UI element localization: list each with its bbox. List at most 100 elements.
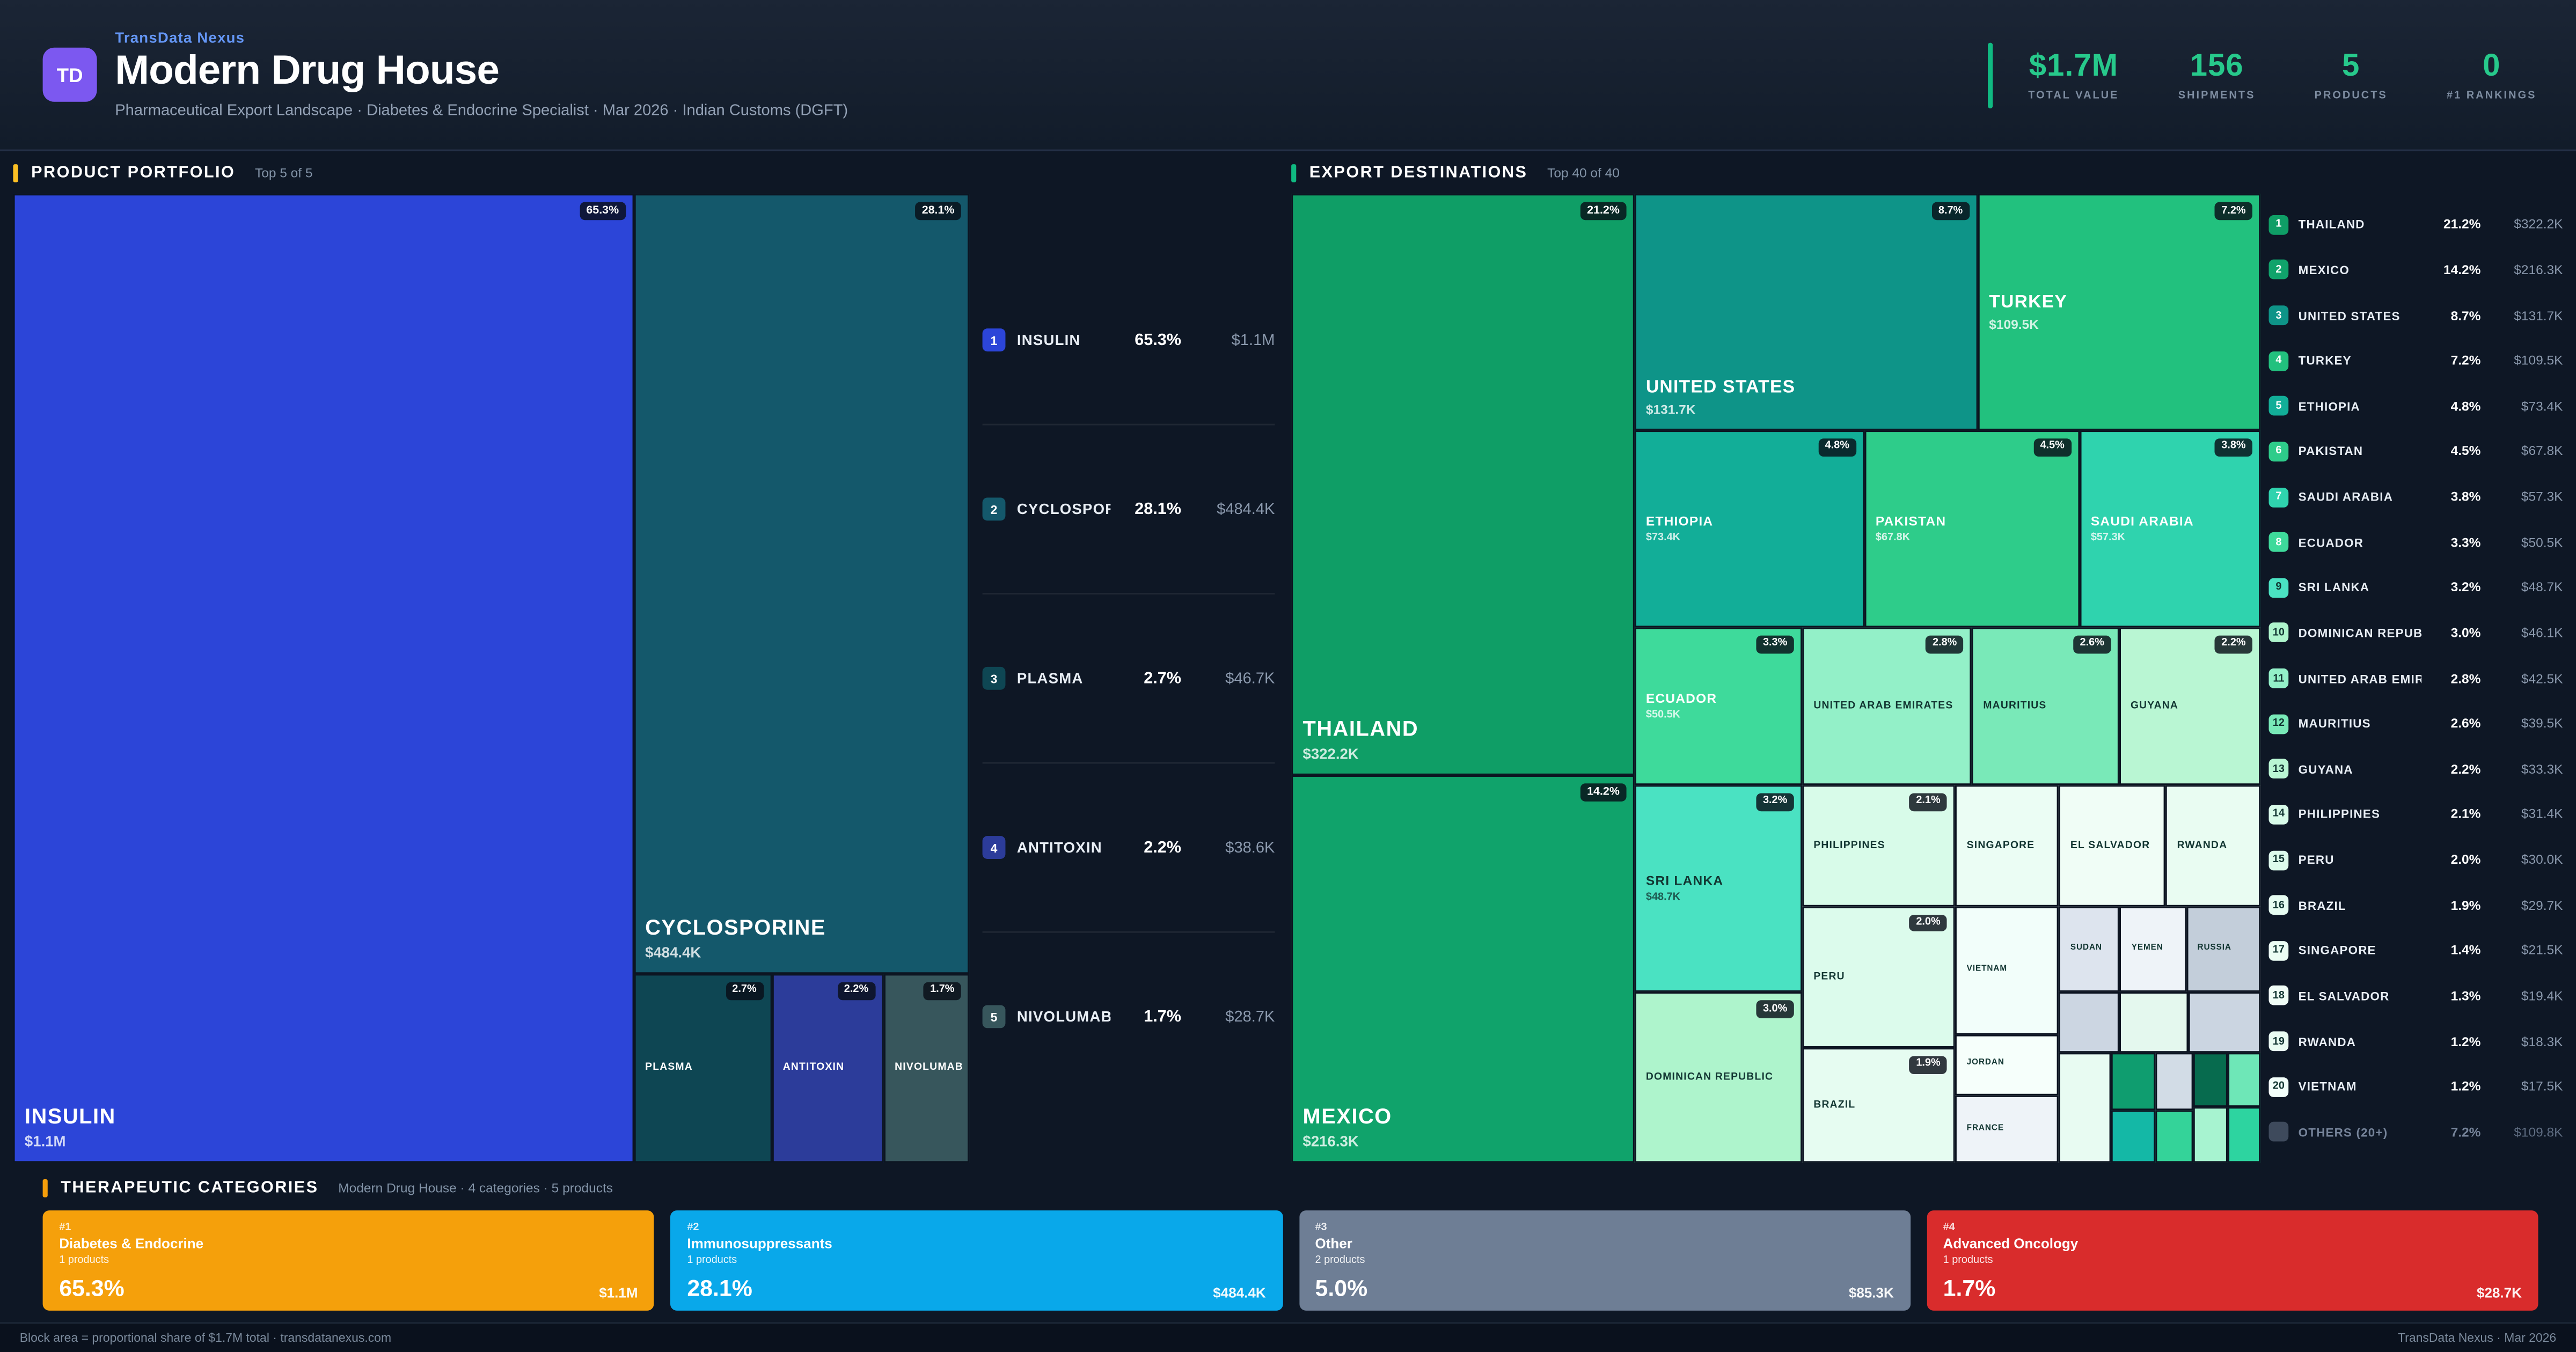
destination-treemap-block[interactable]: EL SALVADOR xyxy=(2059,784,2166,906)
destination-legend-row[interactable]: 13 GUYANA 2.2% $33.3K xyxy=(2268,746,2563,792)
destination-treemap-block[interactable]: 1.9% BRAZIL xyxy=(1802,1047,1956,1163)
destination-legend-row[interactable]: 10 DOMINICAN REPUBLIC 3.0% $46.1K xyxy=(2268,611,2563,656)
destination-treemap-block[interactable]: SUDAN xyxy=(2059,906,2120,991)
destination-treemap-block[interactable]: 3.2% SRI LANKA $48.7K xyxy=(1634,784,1802,993)
product-treemap-block[interactable]: 2.7% PLASMA xyxy=(633,974,772,1163)
destination-treemap-block[interactable]: 3.0% DOMINICAN REPUBLIC xyxy=(1634,992,1802,1163)
block-value: $216.3K xyxy=(1302,1133,1359,1150)
legend-pct: 3.0% xyxy=(2450,626,2481,641)
product-treemap-block[interactable]: 2.2% ANTITOXIN xyxy=(771,974,883,1163)
destination-treemap-block[interactable]: 7.2% TURKEY $109.5K xyxy=(1977,194,2261,430)
destination-treemap-block[interactable]: 8.7% UNITED STATES $131.7K xyxy=(1634,194,1978,430)
destination-treemap-block[interactable] xyxy=(2192,1052,2228,1107)
destination-treemap-block[interactable] xyxy=(2187,992,2261,1053)
product-treemap-block[interactable]: 65.3% INSULIN $1.1M xyxy=(13,194,634,1163)
product-legend-row[interactable]: 2 CYCLOSPORINE 28.1% $484.4K xyxy=(982,423,1275,593)
destination-treemap-block[interactable]: YEMEN xyxy=(2120,906,2186,991)
destination-legend-row[interactable]: 12 MAURITIUS 2.6% $39.5K xyxy=(2268,701,2563,747)
product-legend-row[interactable]: 1 INSULIN 65.3% $1.1M xyxy=(982,256,1275,424)
destination-treemap-block[interactable]: SINGAPORE xyxy=(1955,784,2059,906)
destination-legend-row[interactable]: 1 THAILAND 21.2% $322.2K xyxy=(2268,202,2563,248)
destination-treemap-block[interactable]: 2.0% PERU xyxy=(1802,906,1956,1048)
destination-treemap-block[interactable]: VIETNAM xyxy=(1955,906,2059,1034)
block-pct-badge: 2.0% xyxy=(1909,914,1947,932)
destination-legend-row[interactable]: 3 UNITED STATES 8.7% $131.7K xyxy=(2268,293,2563,339)
destination-legend-row[interactable]: 19 RWANDA 1.2% $18.3K xyxy=(2268,1019,2563,1064)
product-legend-row[interactable]: 3 PLASMA 2.7% $46.7K xyxy=(982,593,1275,762)
block-name: JORDAN xyxy=(1966,1058,2004,1069)
product-treemap-block[interactable]: 28.1% CYCLOSPORINE $484.4K xyxy=(633,194,970,974)
category-card[interactable]: #4 Advanced Oncology 1 products 1.7% $28… xyxy=(1927,1210,2538,1311)
destination-legend-row[interactable]: 6 PAKISTAN 4.5% $67.8K xyxy=(2268,429,2563,474)
destination-treemap-block[interactable] xyxy=(2111,1052,2156,1111)
block-pct-badge: 2.8% xyxy=(1926,635,1964,653)
destination-treemap-block[interactable]: 2.8% UNITED ARAB EMIRATES xyxy=(1802,627,1972,785)
destination-legend-row[interactable]: 5 ETHIOPIA 4.8% $73.4K xyxy=(2268,384,2563,429)
category-bottom-row: 65.3% $1.1M xyxy=(59,1274,638,1300)
legend-rank-badge: 3 xyxy=(2268,305,2289,326)
legend-name: SINGAPORE xyxy=(2298,943,2376,958)
destination-legend-row[interactable]: 14 PHILIPPINES 2.1% $31.4K xyxy=(2268,792,2563,837)
destination-legend-row[interactable]: 16 BRAZIL 1.9% $29.7K xyxy=(2268,883,2563,928)
destination-treemap-block[interactable]: 4.5% PAKISTAN $67.8K xyxy=(1864,430,2080,627)
legend-value: $46.7K xyxy=(1225,669,1275,688)
destination-treemap-block[interactable]: 3.3% ECUADOR $50.5K xyxy=(1634,627,1802,785)
block-name: GUYANA xyxy=(2130,700,2179,712)
destination-treemap-block[interactable]: RUSSIA xyxy=(2186,906,2261,991)
category-pct: 28.1% xyxy=(687,1274,752,1301)
block-value: $1.1M xyxy=(24,1133,66,1150)
destination-treemap-block[interactable] xyxy=(2156,1052,2193,1111)
destination-treemap-block[interactable] xyxy=(2192,1106,2228,1163)
destination-treemap-block[interactable]: 2.6% MAURITIUS xyxy=(1971,627,2119,785)
legend-value: $19.4K xyxy=(2521,988,2563,1004)
destination-treemap-block[interactable]: RWANDA xyxy=(2165,784,2261,906)
block-label: UNITED ARAB EMIRATES xyxy=(1813,700,1965,712)
product-treemap-block[interactable]: 1.7% NIVOLUMAB xyxy=(883,974,970,1163)
destination-legend-row[interactable]: 7 SAUDI ARABIA 3.8% $57.3K xyxy=(2268,474,2563,520)
destination-treemap-block[interactable] xyxy=(2156,1110,2193,1163)
block-name: EL SALVADOR xyxy=(2070,839,2150,851)
destination-treemap-block[interactable] xyxy=(2120,992,2188,1053)
destination-treemap-block[interactable]: 3.8% SAUDI ARABIA $57.3K xyxy=(2079,430,2261,627)
destination-treemap-block[interactable]: 14.2% MEXICO $216.3K xyxy=(1291,775,1635,1163)
category-card[interactable]: #3 Other 2 products 5.0% $85.3K xyxy=(1298,1210,1911,1311)
destination-treemap-block[interactable] xyxy=(2227,1106,2261,1163)
destination-treemap-block[interactable]: 2.1% PHILIPPINES xyxy=(1802,784,1956,906)
legend-value: $109.5K xyxy=(2514,353,2563,369)
destination-treemap-block[interactable] xyxy=(2059,992,2120,1053)
destination-legend-row[interactable]: 15 PERU 2.0% $30.0K xyxy=(2268,837,2563,883)
destination-treemap-block[interactable] xyxy=(2111,1110,2156,1163)
destination-legend-row[interactable]: 9 SRI LANKA 3.2% $48.7K xyxy=(2268,565,2563,611)
destination-treemap-block[interactable]: FRANCE xyxy=(1955,1096,2059,1163)
legend-name: PHILIPPINES xyxy=(2298,807,2381,822)
destination-legend-row[interactable]: 18 EL SALVADOR 1.3% $19.4K xyxy=(2268,973,2563,1019)
category-card[interactable]: #2 Immunosuppressants 1 products 28.1% $… xyxy=(670,1210,1283,1311)
stat-label: #1 RANKINGS xyxy=(2446,89,2537,101)
legend-value: $21.5K xyxy=(2521,943,2563,958)
legend-value: $484.4K xyxy=(1217,500,1275,518)
destination-treemap-block[interactable]: JORDAN xyxy=(1955,1034,2059,1096)
block-value: $109.5K xyxy=(1989,317,2039,332)
destination-legend-row[interactable]: 17 SINGAPORE 1.4% $21.5K xyxy=(2268,928,2563,974)
destination-legend-row[interactable]: 20 VIETNAM 1.2% $17.5K xyxy=(2268,1064,2563,1109)
block-name: THAILAND xyxy=(1302,716,1419,741)
product-legend-row[interactable]: 5 NIVOLUMAB 1.7% $28.7K xyxy=(982,931,1275,1100)
legend-value: $48.7K xyxy=(2521,580,2563,596)
destination-treemap-block[interactable] xyxy=(2059,1052,2112,1163)
destination-treemap-block[interactable]: 2.2% GUYANA xyxy=(2119,627,2261,785)
destination-treemap-block[interactable] xyxy=(2227,1052,2261,1107)
stat-value: 0 xyxy=(2483,48,2501,83)
block-value: $484.4K xyxy=(645,944,701,961)
destination-legend-row[interactable]: 8 ECUADOR 3.3% $50.5K xyxy=(2268,519,2563,565)
destination-legend-row[interactable]: 11 UNITED ARAB EMIRATES 2.8% $42.5K xyxy=(2268,656,2563,701)
destination-legend-row[interactable]: 4 TURKEY 7.2% $109.5K xyxy=(2268,338,2563,384)
category-card[interactable]: #1 Diabetes & Endocrine 1 products 65.3%… xyxy=(42,1210,655,1311)
destination-treemap-block[interactable]: 4.8% ETHIOPIA $73.4K xyxy=(1634,430,1864,627)
product-legend-row[interactable]: 4 ANTITOXIN 2.2% $38.6K xyxy=(982,762,1275,931)
block-label: SUDAN xyxy=(2070,943,2113,953)
destination-legend-row[interactable]: 2 MEXICO 14.2% $216.3K xyxy=(2268,247,2563,293)
destination-treemap-block[interactable]: 21.2% THAILAND $322.2K xyxy=(1291,194,1635,775)
destination-legend-row[interactable]: OTHERS (20+) 7.2% $109.8K xyxy=(2268,1109,2563,1155)
category-products: 1 products xyxy=(687,1254,737,1267)
block-label: RWANDA xyxy=(2177,840,2254,851)
